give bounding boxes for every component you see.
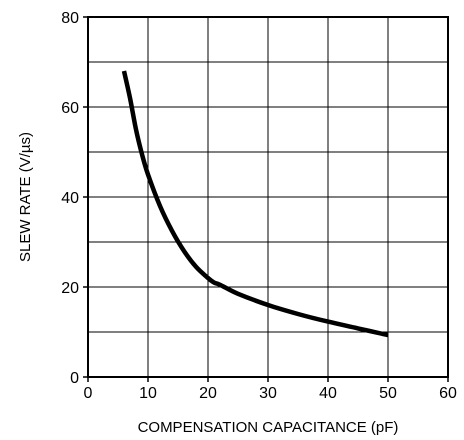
y-tick-label: 20	[61, 280, 79, 297]
x-tick-label: 50	[379, 385, 397, 402]
y-axis-title: SLEW RATE (V/µs)	[17, 132, 34, 262]
y-tick-labels: 0 20 40 60 80	[61, 10, 88, 387]
y-tick-label: 80	[61, 10, 79, 27]
y-tick-label: 40	[61, 190, 79, 207]
y-tick-label: 60	[61, 100, 79, 117]
x-tick-label: 20	[199, 385, 217, 402]
y-tick-label: 0	[70, 370, 79, 387]
grid	[88, 17, 448, 377]
x-tick-label: 40	[319, 385, 337, 402]
x-axis-title: COMPENSATION CAPACITANCE (pF)	[138, 419, 399, 436]
x-tick-labels: 0 10 20 30 40 50 60	[84, 377, 457, 402]
series-line	[121, 70, 389, 338]
x-tick-label: 60	[439, 385, 457, 402]
x-tick-label: 10	[139, 385, 157, 402]
series-layer	[121, 70, 389, 338]
x-tick-label: 0	[84, 385, 93, 402]
x-tick-label: 30	[259, 385, 277, 402]
